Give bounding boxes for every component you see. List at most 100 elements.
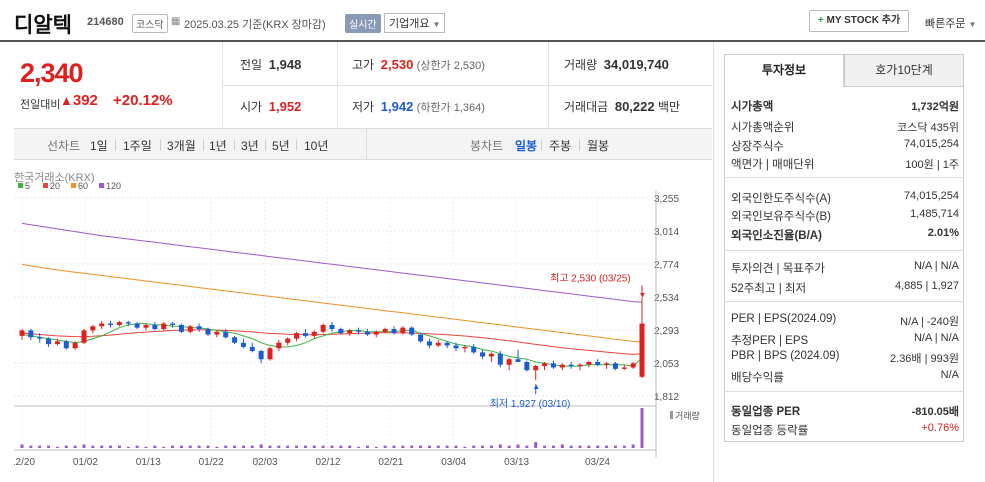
tab-investment-info[interactable]: 투자정보 — [724, 54, 844, 87]
price-chart: 한국거래소(KRX)5 20 60 120 3,255 3,014 2,774 2,534 2,… — [14, 171, 700, 468]
volume-stat: 거래량 34,019,740 — [564, 56, 669, 73]
separator: | — [233, 137, 237, 151]
legend-label: 5 — [25, 181, 30, 191]
my-stock-add-button[interactable]: + MY STOCK 추가 — [809, 10, 909, 32]
period-3m[interactable]: 3개월 — [167, 139, 196, 153]
x-tick-label: 03/13 — [504, 457, 529, 468]
volume-bar — [73, 445, 77, 448]
volume-bar — [277, 445, 281, 448]
period-3y[interactable]: 3년 — [241, 139, 259, 153]
volume-bar — [543, 445, 547, 448]
volume-bar — [605, 445, 609, 448]
candle-body — [480, 352, 486, 357]
volume-bar — [392, 445, 396, 448]
market-badge: 코스닥 — [132, 14, 168, 33]
lower-limit: (하한가 1,364) — [416, 102, 485, 114]
volume-bar — [117, 445, 121, 448]
volume-bar — [162, 446, 166, 448]
period-monthly[interactable]: 월봉 — [587, 139, 610, 153]
period-daily[interactable]: 일봉 — [515, 139, 538, 153]
legend-label: 60 — [78, 181, 88, 191]
separator: | — [159, 137, 163, 151]
candle-body — [232, 337, 238, 343]
volume-bar — [454, 445, 458, 448]
volume-bar — [286, 445, 290, 448]
volume-bar — [135, 445, 139, 448]
volume-bar — [321, 445, 325, 448]
section-divider — [724, 301, 964, 302]
divider — [366, 129, 367, 159]
y-tick-label: 3,014 — [654, 227, 679, 238]
x-tick-label: 01/13 — [136, 457, 161, 468]
x-tick-label: 02/03 — [253, 457, 278, 468]
candle-body — [152, 324, 158, 330]
candle-body — [249, 346, 255, 351]
volume-bar — [410, 445, 414, 448]
company-info-dropdown[interactable]: 기업개요 ▼ — [384, 13, 446, 33]
candle-body — [524, 361, 530, 371]
volume-bar — [144, 446, 148, 448]
volume-bar — [268, 445, 272, 448]
candle-body — [37, 337, 43, 339]
candle-body — [453, 345, 459, 349]
volume-bar — [91, 445, 95, 448]
legend-label: 120 — [106, 181, 121, 191]
candle-body — [285, 338, 291, 343]
volume-bar — [339, 445, 343, 448]
info-row-label: PER | EPS(2024.09) — [731, 313, 837, 325]
tab-order-book[interactable]: 호가10단계 — [844, 54, 964, 87]
period-1w[interactable]: 1주일 — [123, 139, 152, 153]
info-row-label: PBR | BPS (2024.09) — [731, 350, 840, 362]
volume-bar — [365, 445, 369, 448]
amount-stat: 거래대금 80,222 백만 — [564, 98, 680, 115]
info-row-value: N/A | -240원 — [900, 316, 959, 328]
info-row-value: 2.01% — [927, 227, 959, 239]
candle-body — [196, 326, 202, 330]
open-label: 시가 — [240, 100, 263, 114]
info-row-value: N/A | N/A — [913, 332, 959, 344]
quick-order-button[interactable]: 빠른주문 ▼ — [925, 15, 976, 31]
volume-bar — [215, 446, 219, 448]
info-row-value: 코스닥 435위 — [897, 122, 959, 134]
chart-source: 한국거래소(KRX) — [14, 171, 95, 184]
stock-header: 디알텍 214680 코스닥 ▦ 2025.03.25 기준(KRX 장마감) … — [0, 0, 985, 42]
candle-body — [276, 342, 282, 349]
candle-body — [108, 323, 114, 325]
period-1y[interactable]: 1년 — [209, 139, 227, 153]
info-row-label: 상장주식수 — [731, 141, 784, 153]
candle-body — [533, 366, 539, 371]
price-change-value: 392 — [72, 92, 98, 109]
ma-line-ma60 — [21, 264, 643, 343]
volume-bar — [82, 444, 86, 448]
volume-bar — [171, 445, 175, 448]
volume-bar — [489, 445, 493, 448]
ma-line-ma5 — [21, 323, 643, 367]
separator: | — [264, 137, 268, 151]
period-5y[interactable]: 5년 — [272, 139, 290, 153]
section-divider — [724, 250, 964, 251]
legend-swatch — [99, 183, 104, 188]
low-annotation: 최저 1,927 (03/10) — [490, 398, 571, 410]
candle-body — [187, 326, 193, 332]
volume-bar — [401, 445, 405, 448]
info-row-value: N/A — [940, 369, 959, 381]
chevron-down-icon: ▼ — [968, 20, 977, 29]
period-1d[interactable]: 1일 — [90, 139, 108, 153]
period-selector: 선차트 1일 | 1주일 | 3개월 | 1년 | 3년 | 5년 | 10년 … — [14, 128, 712, 160]
candle-body — [400, 327, 406, 334]
info-row-value: N/A | N/A — [913, 260, 959, 272]
volume-value: 34,019,740 — [603, 57, 669, 72]
candle-body — [409, 327, 415, 335]
realtime-button[interactable]: 실시간 — [345, 14, 381, 33]
candle-body — [630, 363, 636, 368]
volume-bar — [622, 445, 626, 448]
candle-body — [294, 333, 300, 339]
candle-body — [364, 331, 370, 335]
volume-bar — [525, 445, 529, 448]
period-10y[interactable]: 10년 — [304, 139, 329, 153]
candle-body — [621, 367, 627, 369]
period-weekly[interactable]: 주봉 — [549, 139, 572, 153]
candle-body — [72, 342, 78, 349]
up-triangle-icon: ▲ — [60, 93, 73, 108]
candle-body — [223, 331, 229, 338]
